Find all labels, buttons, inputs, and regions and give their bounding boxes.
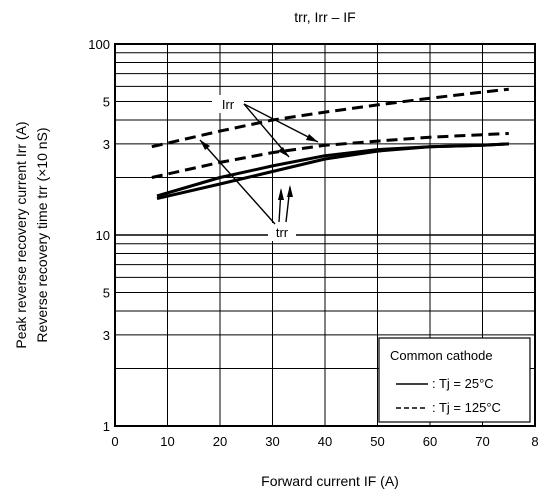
legend-label-25c: : Tj = 25°C: [432, 376, 494, 391]
y-tick-label: 10: [96, 228, 110, 243]
irr-arrowhead-1: [306, 134, 318, 142]
x-axis-label: Forward current IF (A): [261, 473, 399, 489]
trr-arrowhead-2: [278, 188, 284, 200]
y-tick-label: 1: [103, 419, 110, 434]
x-tick-label: 30: [265, 434, 279, 449]
series-lines: [151, 87, 509, 201]
y-tick-label: 5: [103, 94, 110, 109]
grid-lines: [115, 44, 535, 426]
y-axis-label-irr: Peak reverse recovery current Irr (A): [13, 121, 29, 348]
x-tick-label: 40: [318, 434, 332, 449]
y-tick-label: 3: [103, 328, 110, 343]
x-tick-labels: 0 10 20 30 40 50 60 70 8: [111, 434, 538, 449]
series-irr-125c: [151, 87, 509, 149]
x-tick-label: 0: [111, 434, 118, 449]
trr-arrowhead-3: [287, 185, 293, 197]
irr-annotation: Irr: [212, 95, 319, 158]
trr-annotation: trr: [199, 139, 296, 241]
legend: Common cathode : Tj = 25°C : Tj = 125°C: [378, 337, 531, 423]
irr-label-bg: [212, 95, 244, 113]
y-tick-labels: 100 5 3 10 5 3 1: [88, 37, 110, 434]
irr-arrow-1: [243, 103, 319, 143]
plot-frame: [114, 43, 536, 427]
y-axis-label-trr: Reverse recovery time trr (×10 nS): [34, 127, 50, 342]
legend-label-125c: : Tj = 125°C: [432, 400, 501, 415]
x-tick-label: 70: [475, 434, 489, 449]
y-tick-label: 100: [88, 37, 110, 52]
irr-arrow-2: [243, 103, 290, 158]
y-tick-label: 5: [103, 285, 110, 300]
legend-title: Common cathode: [390, 348, 493, 363]
trr-arrowhead-1: [200, 140, 210, 150]
series-trr-25c: [156, 142, 509, 201]
chart-title: trr, Irr – IF: [294, 9, 355, 25]
trr-label: trr: [276, 225, 289, 240]
x-tick-label: 10: [160, 434, 174, 449]
irr-arrowhead-2: [278, 147, 289, 157]
x-tick-label: 60: [423, 434, 437, 449]
trr-arrow-1: [199, 139, 276, 225]
series-trr-125c: [151, 132, 509, 179]
irr-label: Irr: [222, 97, 235, 112]
trr-label-bg: [268, 223, 296, 241]
y-tick-label: 3: [103, 137, 110, 152]
x-tick-label: 50: [370, 434, 384, 449]
x-tick-label: 20: [213, 434, 227, 449]
x-tick-label: 8: [531, 434, 538, 449]
